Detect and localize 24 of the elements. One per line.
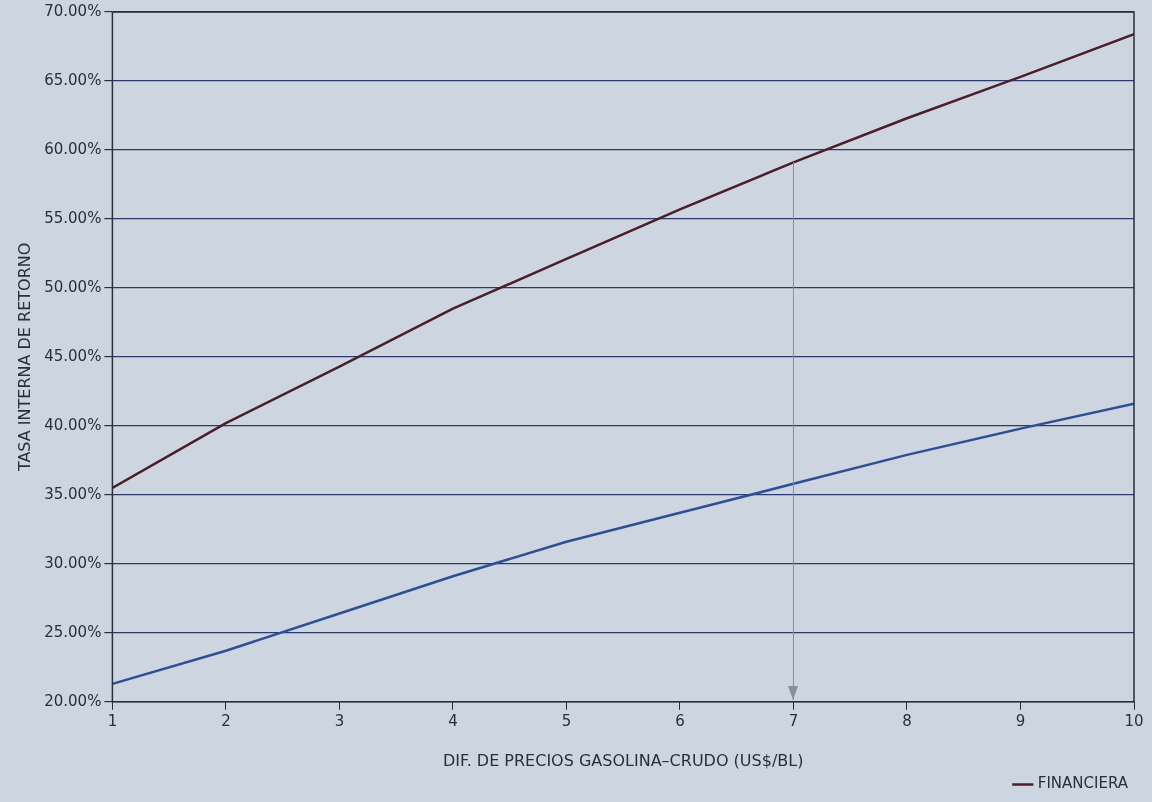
x-tick-label: 6 — [675, 711, 685, 730]
y-tick-label: 55.00% — [44, 208, 102, 227]
y-tick-label: 50.00% — [44, 277, 102, 296]
y-axis-title: TASA INTERNA DE RETORNO — [14, 242, 34, 473]
y-tick-label: 20.00% — [44, 691, 102, 710]
x-tick-label: 5 — [561, 711, 572, 730]
y-tick-label: 30.00% — [44, 553, 102, 572]
y-tick-label: 45.00% — [44, 346, 102, 365]
y-tick-label: 35.00% — [44, 484, 102, 503]
y-tick-label: 40.00% — [44, 415, 102, 434]
x-tick-label: 8 — [902, 711, 912, 730]
x-tick-label: 7 — [788, 711, 799, 730]
y-tick-label: 60.00% — [44, 139, 102, 158]
x-tick-label: 10 — [1124, 711, 1144, 730]
legend-label: FINANCIERA — [1037, 774, 1129, 793]
y-tick-label: 70.00% — [44, 1, 102, 20]
x-tick-label: 1 — [107, 711, 118, 730]
y-tick-label: 25.00% — [44, 622, 102, 641]
x-axis-title: DIF. DE PRECIOS GASOLINA–CRUDO (US$/BL) — [442, 750, 804, 770]
y-tick-label: 65.00% — [44, 70, 102, 89]
x-tick-label: 9 — [1015, 711, 1026, 730]
x-tick-label: 4 — [448, 711, 458, 730]
x-tick-label: 3 — [334, 711, 345, 730]
x-tick-label: 2 — [221, 711, 231, 730]
